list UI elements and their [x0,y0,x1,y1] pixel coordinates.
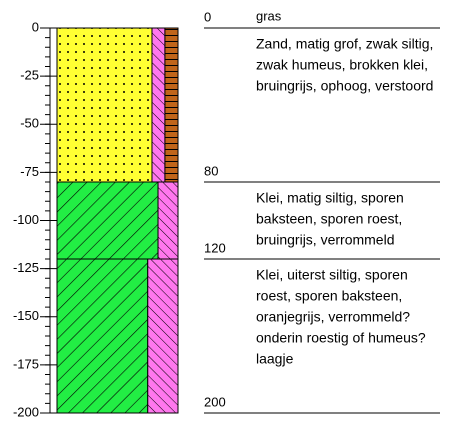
layer-description: Zand, matig grof, zwak siltig, [256,36,433,52]
tick-label: -125 [13,260,39,275]
layer-description: baksteen, sporen roest, [256,211,402,227]
layer-description: Klei, matig siltig, sporen [256,190,404,206]
layer-strip [56,258,149,414]
layer-description: zwak humeus, brokken klei, [256,57,428,73]
layer-strip [56,27,153,183]
layer-description: roest, sporen baksteen, [256,288,402,304]
tick-label: -75 [20,164,39,179]
tick-label: -175 [13,356,39,371]
tick-label: -100 [13,212,39,227]
layer-strip [147,258,179,414]
tick-label: -150 [13,308,39,323]
tick-label: -50 [20,116,39,131]
depth-label: 0 [204,9,211,24]
layer-strip [164,27,179,183]
tick-label: 0 [32,19,39,34]
layer-description: bruingrijs, ophoog, verstoord [256,78,433,94]
layer-strip [157,181,179,260]
layer-description: bruingrijs, verrommeld [256,232,394,248]
tick-label: -200 [13,404,39,419]
depth-label: 200 [204,394,226,409]
layer-description: laagje [256,351,294,367]
layer-description: oranjegrijs, verrommeld? [256,309,410,325]
layer-description: Klei, uiterst siltig, sporen [256,267,408,283]
layer-strip [151,27,166,183]
tick-label: -25 [20,68,39,83]
layer-description: onderin roestig of humeus? [256,330,426,346]
depth-label: 80 [204,163,218,178]
layer-strip [56,181,159,260]
depth-note: gras [256,8,282,23]
depth-label: 120 [204,240,226,255]
